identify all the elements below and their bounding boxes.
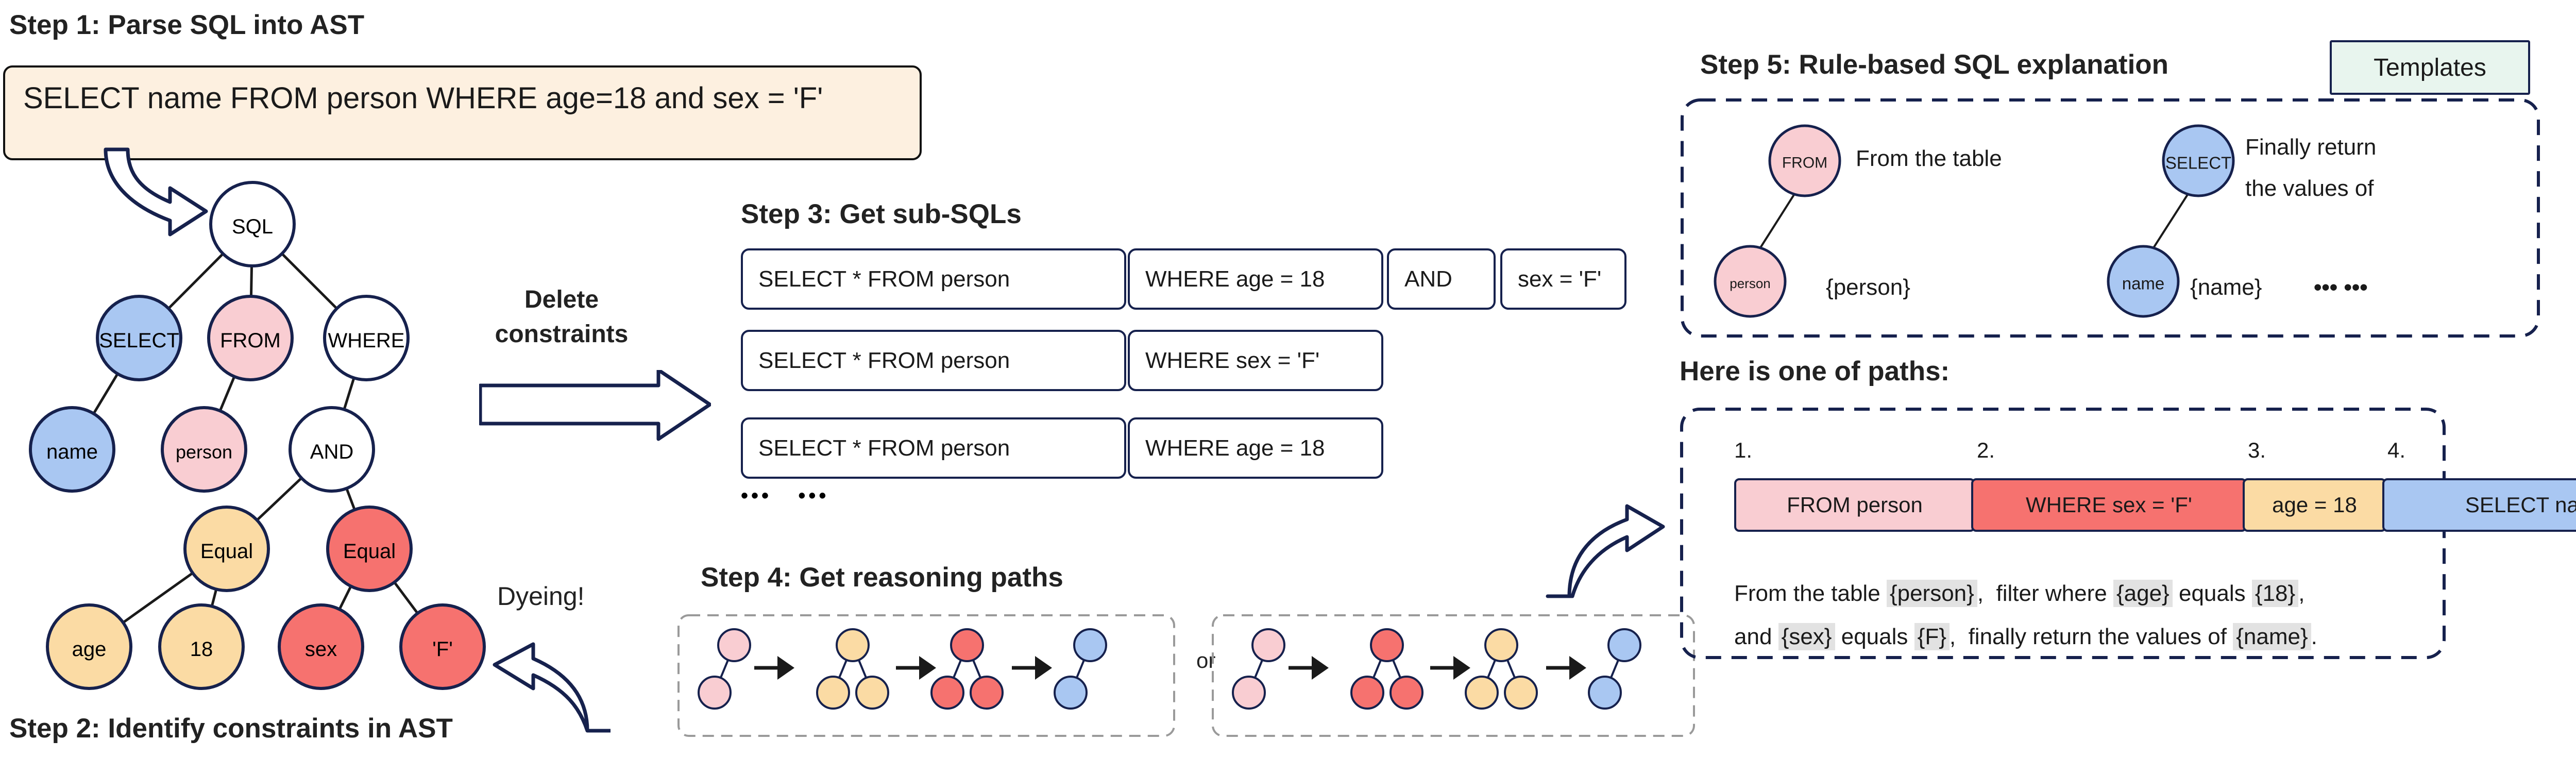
svg-text:{person}: {person} (1826, 275, 1910, 300)
svg-text:'F': 'F' (432, 638, 453, 661)
svg-text:person: person (176, 442, 232, 463)
svg-text:person: person (1730, 276, 1771, 291)
svg-text:{name}: {name} (2190, 275, 2262, 300)
svg-text:From the table: From the table (1856, 146, 2002, 171)
svg-text:name: name (46, 441, 98, 463)
svg-text:SQL: SQL (232, 215, 273, 238)
svg-text:WHERE: WHERE (328, 329, 405, 352)
svg-text:Equal: Equal (200, 540, 253, 563)
svg-text:Equal: Equal (343, 540, 396, 563)
svg-text:FROM: FROM (220, 329, 281, 352)
svg-text:sex: sex (305, 638, 337, 661)
svg-text:the values of: the values of (2245, 176, 2374, 201)
svg-text:SELECT: SELECT (99, 329, 179, 352)
svg-text:Finally return: Finally return (2245, 134, 2376, 160)
svg-text:••• •••: ••• ••• (2314, 275, 2368, 300)
svg-text:name: name (2122, 274, 2165, 293)
svg-text:SELECT: SELECT (2165, 154, 2231, 173)
svg-text:age: age (72, 638, 107, 661)
svg-text:FROM: FROM (1782, 155, 1827, 172)
svg-text:AND: AND (310, 441, 353, 463)
svg-text:18: 18 (190, 638, 213, 661)
